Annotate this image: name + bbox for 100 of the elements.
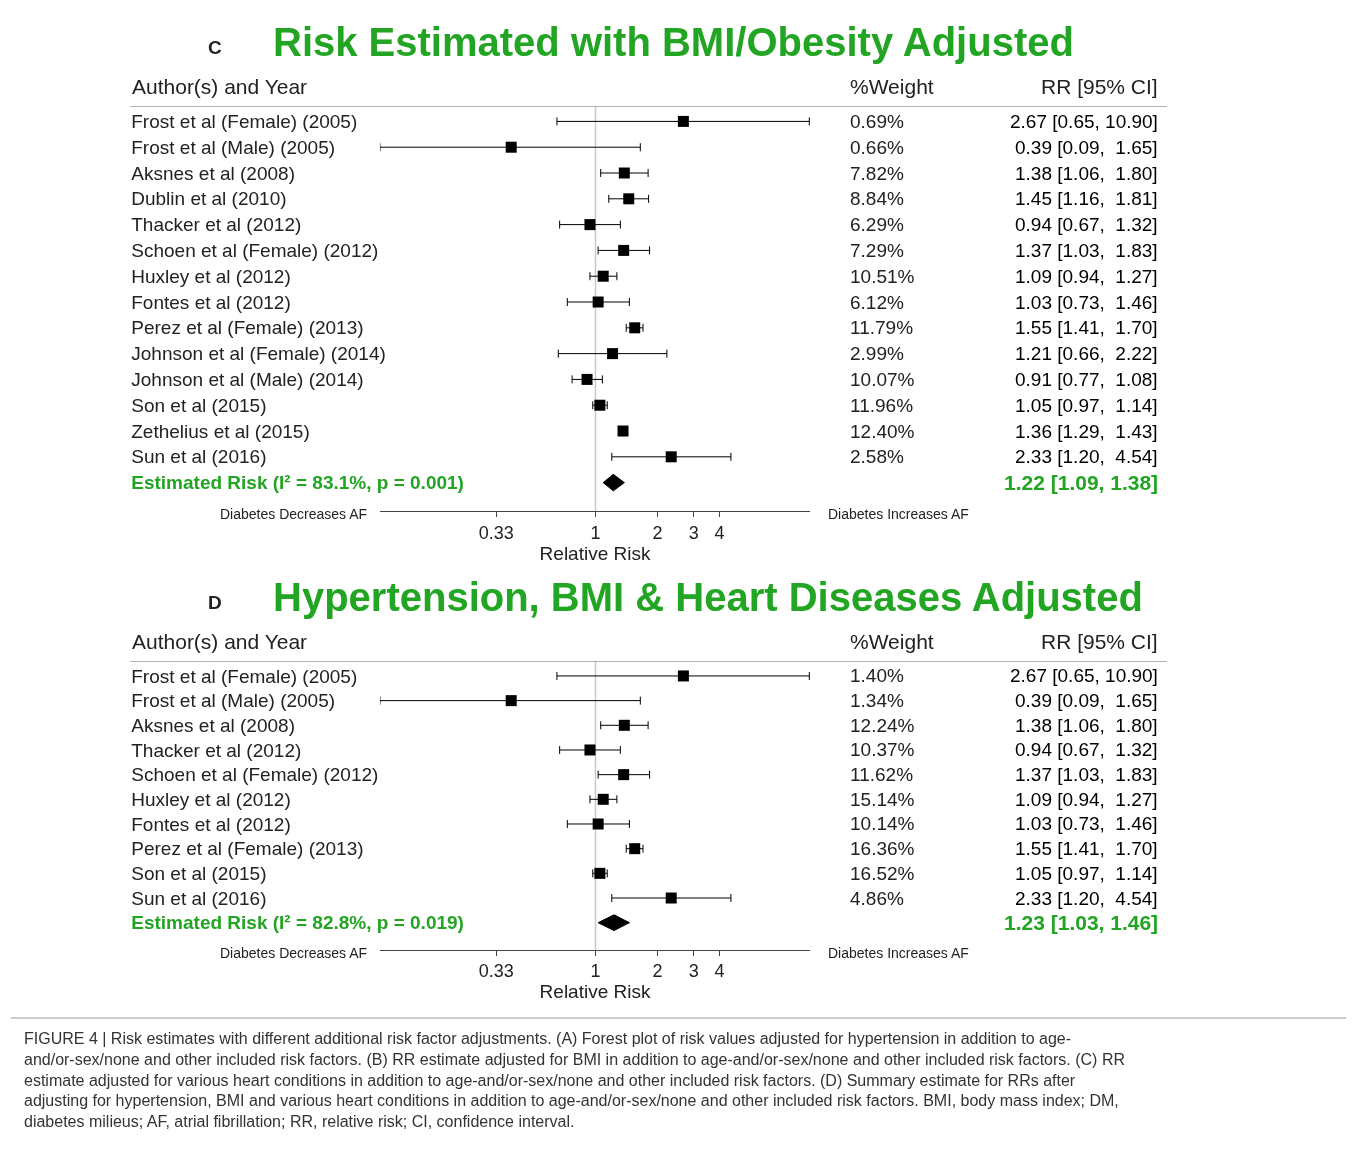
x-axis-title: Relative Risk: [539, 981, 651, 1003]
y-tick-label: Zethelius et al (2015): [131, 420, 310, 442]
data-label: 1.37 [1.03, 1.83]: [1015, 764, 1158, 785]
data-label: 1.55 [1.41, 1.70]: [1015, 317, 1158, 338]
text: Estimated Risk (I² = 83.1%, p = 0.001): [131, 472, 464, 494]
data-label: 2.33 [1.20, 4.54]: [1015, 888, 1158, 909]
data-label: 2.67 [0.65, 10.90]: [1010, 111, 1158, 132]
x-tick-label: 3: [688, 522, 699, 543]
x-tick-label: 3: [688, 961, 699, 982]
x-tick-label: 2: [652, 961, 663, 982]
data-label: 1.05 [0.97, 1.14]: [1015, 395, 1158, 416]
text: Diabetes Decreases AF: [220, 945, 368, 961]
data-label: 1.45 [1.16, 1.81]: [1015, 188, 1158, 209]
data-label: 0.39 [0.09, 1.65]: [1015, 690, 1158, 711]
data-label: 1.38 [1.06, 1.80]: [1015, 715, 1158, 736]
text: Estimated Risk (I² = 82.8%, p = 0.019): [131, 912, 464, 934]
y2-tick-label: 16.36%: [850, 838, 915, 859]
y2-tick-label: 10.51%: [850, 266, 915, 287]
x-tick-label: 0.33: [478, 522, 514, 543]
y-tick-label: Son et al (2015): [131, 394, 267, 416]
data-label: 1.03 [0.73, 1.46]: [1015, 292, 1158, 313]
data-label: 2.33 [1.20, 4.54]: [1015, 446, 1158, 467]
y-tick-label: Aksnes et al (2008): [131, 714, 295, 736]
text: %Weight: [850, 75, 934, 98]
y-tick-label: Johnson et al (Male) (2014): [131, 369, 364, 391]
y2-tick-label: 4.86%: [850, 888, 904, 909]
y2-tick-label: 11.79%: [850, 317, 914, 338]
y-tick-label: Dublin et al (2010): [131, 188, 287, 210]
y2-tick-label: 11.96%: [850, 395, 914, 416]
data-label: 1.55 [1.41, 1.70]: [1015, 838, 1158, 859]
x-tick-label: 4: [714, 961, 725, 982]
y-tick-label: Perez et al (Female) (2013): [131, 838, 364, 860]
text: RR [95% CI]: [1041, 75, 1158, 98]
x-tick-label: 4: [714, 522, 725, 543]
text: 1.23 [1.03, 1.46]: [1004, 911, 1159, 934]
y-tick-label: Thacker et al (2012): [131, 214, 302, 236]
y-tick-label: Huxley et al (2012): [131, 265, 291, 287]
point: [618, 244, 630, 256]
y2-tick-label: 1.40%: [850, 665, 904, 686]
x-tick-label: 1: [590, 961, 601, 982]
y-tick-label: Schoen et al (Female) (2012): [131, 240, 379, 262]
data-label: 1.37 [1.03, 1.83]: [1015, 240, 1158, 261]
text: D: [208, 592, 222, 613]
y2-tick-label: 6.29%: [850, 214, 904, 235]
text: Diabetes Increases AF: [828, 945, 969, 961]
y2-tick-label: 10.14%: [850, 813, 915, 834]
x-tick-label: 1: [590, 522, 601, 543]
point: [607, 348, 619, 360]
y-tick-label: Aksnes et al (2008): [131, 162, 295, 184]
data-label: 0.39 [0.09, 1.65]: [1015, 137, 1158, 158]
point: [623, 193, 635, 205]
y-tick-label: Son et al (2015): [131, 862, 267, 884]
text: Diabetes Increases AF: [828, 506, 969, 522]
y-tick-label: Fontes et al (2012): [131, 813, 291, 835]
y2-tick-label: 7.29%: [850, 240, 904, 261]
y2-tick-label: 6.12%: [850, 292, 904, 313]
data-label: 0.94 [0.67, 1.32]: [1015, 214, 1158, 235]
y-axis-title: Author(s) and Year: [132, 630, 308, 653]
point: [597, 270, 609, 282]
data-label: 0.94 [0.67, 1.32]: [1015, 739, 1158, 760]
y2-tick-label: 0.66%: [850, 137, 904, 158]
data-label: 1.38 [1.06, 1.80]: [1015, 163, 1158, 184]
y-axis-title: Author(s) and Year: [132, 75, 308, 98]
y2-tick-label: 0.69%: [850, 111, 904, 132]
y-tick-label: Sun et al (2016): [131, 446, 267, 468]
y2-tick-label: 10.07%: [850, 369, 915, 390]
y-tick-label: Fontes et al (2012): [131, 291, 291, 313]
x-axis-title: Relative Risk: [539, 542, 651, 564]
text: RR [95% CI]: [1041, 630, 1158, 653]
data-label: 1.09 [0.94, 1.27]: [1015, 266, 1158, 287]
y2-tick-label: 12.24%: [850, 715, 915, 736]
chart-title: Hypertension, BMI & Heart Diseases Adjusted: [273, 575, 1143, 619]
data-label: 1.03 [0.73, 1.46]: [1015, 813, 1158, 834]
data-label: 1.36 [1.29, 1.43]: [1015, 421, 1158, 442]
point: [618, 167, 630, 179]
x-tick-label: 2: [652, 522, 663, 543]
x-tick-label: 0.33: [478, 961, 514, 982]
text: %Weight: [850, 630, 934, 653]
y-tick-label: Perez et al (Female) (2013): [131, 317, 364, 339]
y-tick-label: Frost et al (Male) (2005): [131, 136, 336, 158]
y-tick-label: Frost et al (Female) (2005): [131, 111, 358, 133]
y2-tick-label: 2.58%: [850, 446, 904, 467]
y2-tick-label: 12.40%: [850, 421, 915, 442]
y-tick-label: Huxley et al (2012): [131, 788, 291, 810]
y-tick-label: Frost et al (Male) (2005): [131, 690, 336, 712]
y-tick-label: Frost et al (Female) (2005): [131, 665, 358, 687]
y-tick-label: Sun et al (2016): [131, 887, 267, 909]
y2-tick-label: 10.37%: [850, 739, 915, 760]
y2-tick-label: 2.99%: [850, 343, 904, 364]
text: C: [208, 37, 222, 58]
y-tick-label: Thacker et al (2012): [131, 739, 302, 761]
point: [592, 296, 604, 308]
y2-tick-label: 11.62%: [850, 764, 914, 785]
data-label: 1.05 [0.97, 1.14]: [1015, 863, 1158, 884]
y2-tick-label: 16.52%: [850, 863, 915, 884]
text: Diabetes Decreases AF: [220, 506, 368, 522]
data-label: 2.67 [0.65, 10.90]: [1010, 665, 1158, 686]
y2-tick-label: 7.82%: [850, 163, 904, 184]
text: 1.22 [1.09, 1.38]: [1004, 471, 1159, 494]
data-label: 1.09 [0.94, 1.27]: [1015, 789, 1158, 810]
